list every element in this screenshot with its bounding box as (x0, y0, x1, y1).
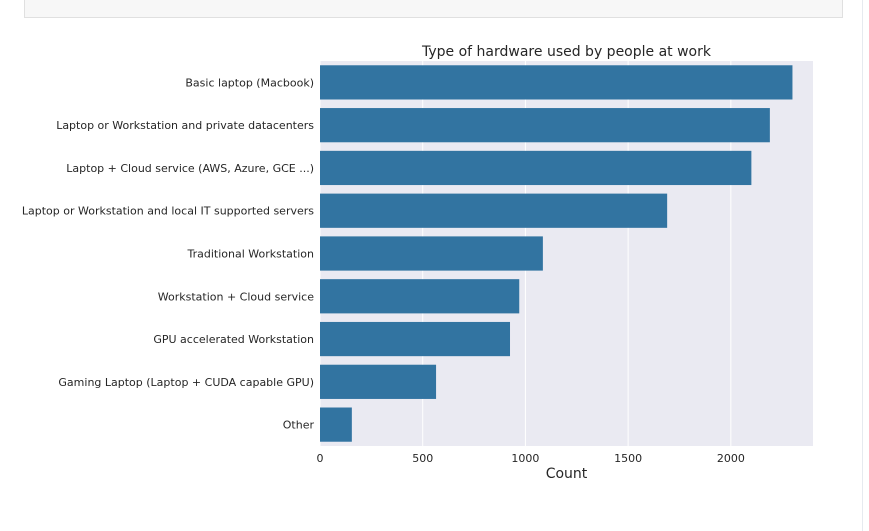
bar (320, 279, 520, 314)
y-tick-label: Workstation + Cloud service (158, 290, 314, 303)
panel-divider (862, 0, 863, 531)
x-tick-labels: 0 500 1000 1500 2000 (317, 452, 745, 465)
code-cell[interactable] (24, 0, 843, 18)
bar (320, 108, 770, 143)
bar (320, 236, 543, 271)
y-tick-label: GPU accelerated Workstation (153, 333, 314, 346)
chart-title: Type of hardware used by people at work (421, 44, 712, 60)
bar (320, 150, 752, 186)
bars (320, 65, 793, 442)
y-tick-label: Laptop or Workstation and local IT suppo… (22, 205, 314, 218)
x-tick-label: 500 (412, 452, 433, 465)
bar (320, 364, 437, 399)
x-tick-label: 2000 (717, 452, 745, 465)
y-tick-labels: Basic laptop (Macbook) Laptop or Workstat… (22, 76, 315, 431)
y-tick-label: Gaming Laptop (Laptop + CUDA capable GPU… (58, 376, 314, 389)
bar (320, 193, 668, 228)
y-tick-label: Laptop + Cloud service (AWS, Azure, GCE … (66, 162, 314, 175)
x-tick-label: 1500 (614, 452, 642, 465)
y-tick-label: Other (283, 419, 315, 432)
x-tick-label: 1000 (511, 452, 539, 465)
bar (320, 65, 793, 100)
bar (320, 321, 511, 357)
y-tick-label: Basic laptop (Macbook) (185, 76, 314, 89)
x-tick-label: 0 (317, 452, 324, 465)
y-tick-label: Traditional Workstation (187, 248, 315, 261)
y-tick-label: Laptop or Workstation and private datace… (56, 119, 314, 132)
bar (320, 407, 352, 442)
x-axis-label: Count (546, 466, 588, 482)
